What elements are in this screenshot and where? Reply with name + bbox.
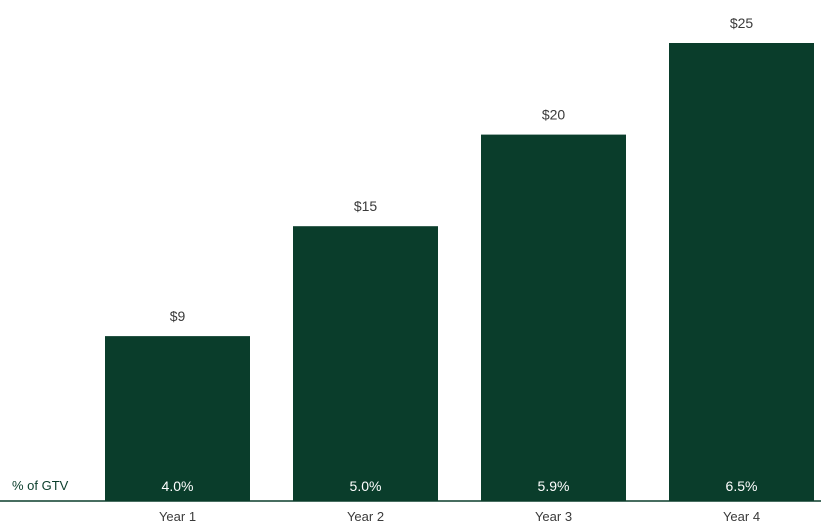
bar-value-label-4: $25 [730, 15, 754, 31]
bar-4 [669, 43, 814, 501]
bar-value-label-3: $20 [542, 107, 566, 123]
x-tick-label-1: Year 1 [159, 509, 196, 521]
bar-3 [481, 134, 626, 501]
pct-of-gtv-value-3: 5.9% [538, 478, 570, 494]
pct-of-gtv-row-label: % of GTV [12, 478, 69, 493]
pct-of-gtv-value-2: 5.0% [350, 478, 382, 494]
x-tick-label-4: Year 4 [723, 509, 760, 521]
x-tick-label-3: Year 3 [535, 509, 572, 521]
bars-layer [105, 43, 814, 501]
bar-1 [105, 336, 250, 501]
pct-of-gtv-value-1: 4.0% [162, 478, 194, 494]
pct-of-gtv-value-4: 6.5% [726, 478, 758, 494]
bar-value-label-2: $15 [354, 198, 378, 214]
labels-layer: $9 4.0% Year 1 $15 5.0% Year 2 $20 5.9% Year 3 $2… [159, 15, 760, 521]
bar-2 [293, 226, 438, 501]
x-tick-label-2: Year 2 [347, 509, 384, 521]
bar-value-label-1: $9 [170, 308, 186, 324]
